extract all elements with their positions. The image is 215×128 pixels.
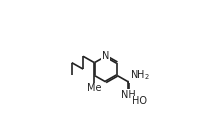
Text: HO: HO <box>132 96 147 106</box>
Text: N: N <box>102 51 109 61</box>
Text: Me: Me <box>87 83 102 93</box>
Text: NH$_2$: NH$_2$ <box>130 69 150 82</box>
Text: NH: NH <box>121 90 136 100</box>
